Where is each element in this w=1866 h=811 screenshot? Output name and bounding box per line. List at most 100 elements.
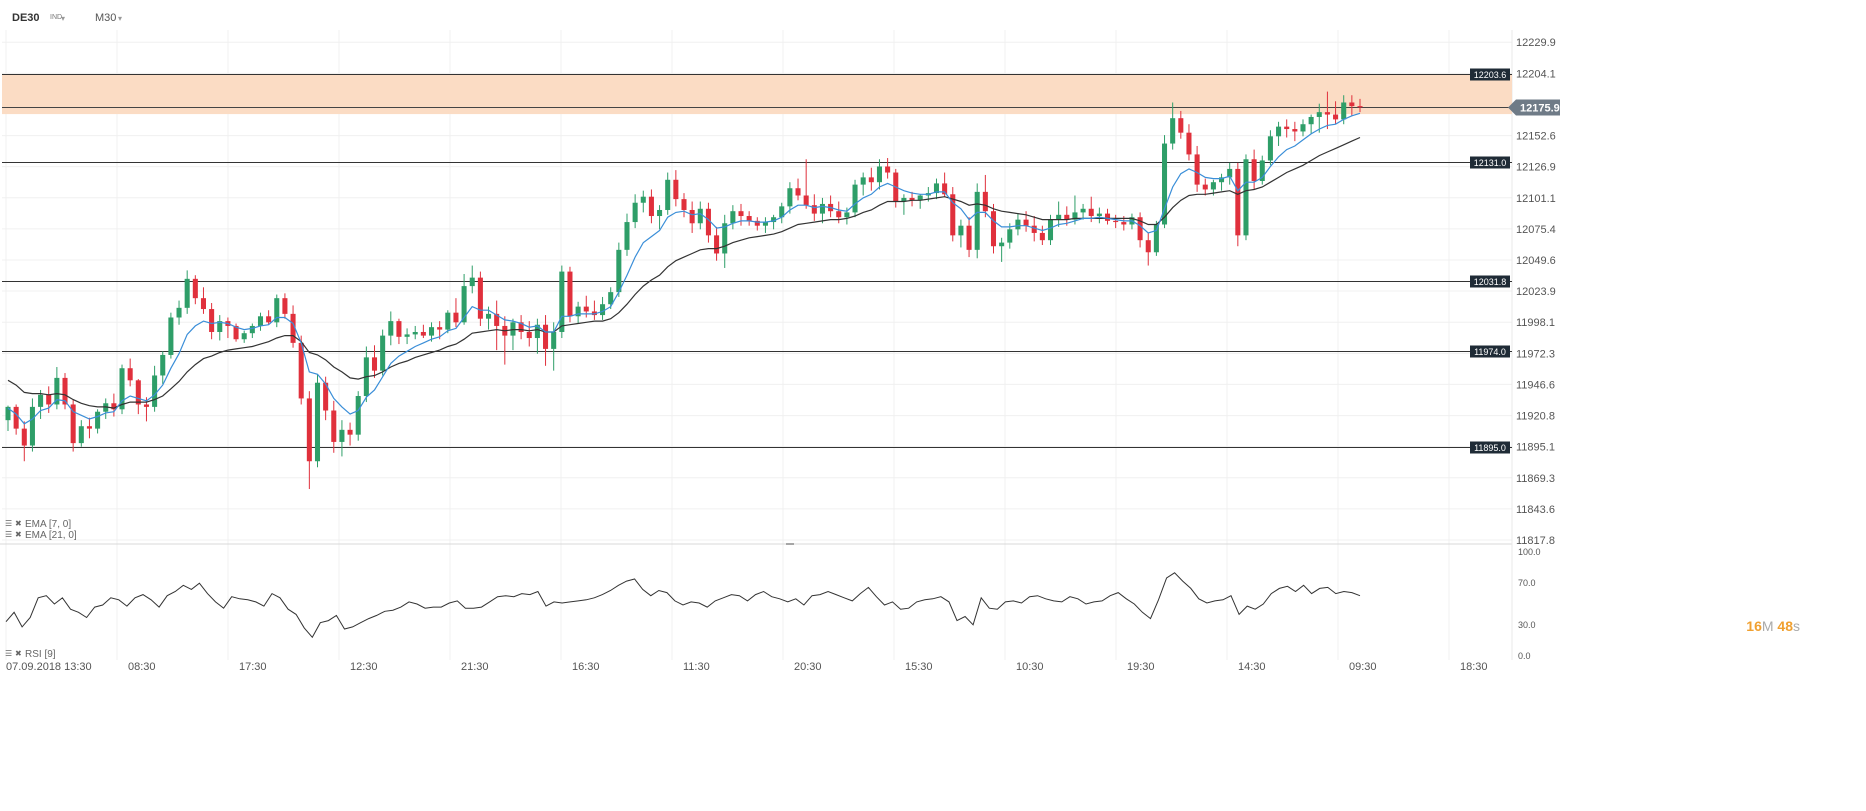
- candle-body: [13, 406, 19, 429]
- candle-body: [917, 195, 923, 201]
- candle-body: [705, 208, 711, 236]
- candle-body: [1219, 177, 1225, 183]
- candle-body: [1056, 214, 1062, 220]
- symbol-label[interactable]: DE30: [12, 12, 40, 24]
- chart-header: DE30 IND ▾ M30 ▾: [0, 0, 1866, 30]
- indicator-legend-label: EMA [21, 0]: [25, 530, 77, 541]
- candle-body: [388, 321, 394, 336]
- close-icon: ✖: [15, 519, 22, 528]
- candle-body: [1023, 219, 1029, 226]
- timer-minutes: 16: [1746, 618, 1762, 634]
- candle-body: [1113, 220, 1119, 223]
- chevron-down-icon[interactable]: ▾: [61, 14, 66, 23]
- candle-body: [885, 166, 891, 173]
- time-tick-label: 19:30: [1127, 661, 1155, 673]
- candlestick-series: [5, 91, 1363, 490]
- time-tick-label: 17:30: [239, 661, 267, 673]
- candle-body: [1333, 114, 1339, 120]
- price-tick-label: 11843.6: [1516, 504, 1555, 516]
- price-axis[interactable]: 12229.912204.112178.312152.612126.912101…: [1508, 37, 1560, 547]
- level-label-bg: [1470, 275, 1510, 288]
- price-tick-label: 11895.1: [1516, 442, 1555, 454]
- candle-body: [787, 188, 793, 207]
- candle-body: [958, 225, 964, 236]
- candle-body: [551, 331, 557, 349]
- candle-body: [241, 333, 247, 340]
- candle-countdown-timer: 16M 48s: [1746, 618, 1800, 634]
- timeframe-selector[interactable]: M30: [95, 12, 117, 24]
- time-tick-label: 18:30: [1460, 661, 1488, 673]
- candle-body: [95, 411, 101, 429]
- chevron-down-icon[interactable]: ▾: [118, 14, 123, 23]
- candle-body: [217, 321, 223, 332]
- candle-body: [1121, 222, 1127, 225]
- indicator-legend[interactable]: ☰ ✖ EMA [7, 0] ☰ ✖ EMA [21, 0]: [5, 519, 77, 541]
- candle-body: [469, 277, 475, 287]
- price-tick-label: 11869.3: [1516, 473, 1555, 485]
- current-price-badge: [1508, 99, 1560, 116]
- candle-body: [1064, 214, 1070, 220]
- price-tick-label: 12126.9: [1516, 162, 1556, 174]
- candle-body: [86, 426, 92, 429]
- rsi-panel[interactable]: 100.0 70.0 30.0 0.0 ☰ ✖ RSI [9]: [5, 547, 1541, 661]
- candle-body: [534, 324, 540, 339]
- candle-body: [730, 211, 736, 224]
- candle-body: [1251, 159, 1257, 181]
- time-tick-label: 14:30: [1238, 661, 1266, 673]
- candle-body: [966, 225, 972, 250]
- candle-body: [1039, 232, 1045, 241]
- candle-body: [176, 307, 182, 318]
- horizontal-levels[interactable]: 12203.6 12131.0 12031.8 11974.0 11895.0: [2, 68, 1512, 454]
- candle-body: [331, 410, 337, 442]
- candle-body: [876, 166, 882, 183]
- candle-body: [54, 377, 60, 405]
- candle-body: [1276, 126, 1282, 137]
- candle-body: [1104, 213, 1111, 221]
- candle-body: [714, 235, 720, 254]
- timer-seconds: 48: [1777, 618, 1793, 634]
- candle-body: [70, 404, 76, 444]
- candle-body: [1145, 240, 1151, 253]
- candle-body: [722, 223, 728, 254]
- time-tick-label: 08:30: [128, 661, 156, 673]
- time-tick-label: 09:30: [1349, 661, 1377, 673]
- candle-body: [526, 331, 532, 339]
- candle-body: [762, 222, 768, 226]
- candle-body: [1047, 219, 1054, 241]
- candle-body: [583, 306, 589, 312]
- candle-body: [192, 278, 198, 299]
- candle-body: [46, 394, 52, 405]
- candle-body: [567, 271, 573, 317]
- close-icon: ✖: [15, 649, 22, 658]
- candle-body: [518, 322, 524, 332]
- candle-body: [1341, 102, 1347, 120]
- candle-body: [347, 429, 353, 435]
- candle-body: [1088, 208, 1094, 217]
- time-tick-label: 20:30: [794, 661, 822, 673]
- close-icon: ✖: [15, 530, 22, 539]
- candle-body: [999, 242, 1005, 247]
- candle-body: [477, 277, 483, 319]
- indicator-legend-label: EMA [7, 0]: [25, 519, 71, 530]
- rsi-legend-label: RSI [9]: [25, 649, 56, 660]
- rsi-line: [5, 572, 1361, 639]
- candle-body: [1007, 229, 1013, 243]
- candle-body: [5, 406, 11, 421]
- candle-body: [274, 298, 280, 323]
- candle-body: [1137, 217, 1143, 241]
- candle-body: [339, 429, 345, 442]
- candle-body: [681, 199, 687, 210]
- candle-body: [209, 309, 215, 332]
- candle-body: [811, 205, 817, 214]
- candle-body: [852, 184, 858, 213]
- time-tick-label: 11:30: [683, 661, 710, 673]
- candle-body: [1284, 126, 1290, 130]
- candle-body: [1357, 106, 1363, 108]
- time-axis[interactable]: 07.09.2018 13:30 08:30 17:30 12:30 21:30 16:3…: [6, 661, 1488, 673]
- lines-icon: ☰: [5, 519, 12, 528]
- candle-body: [608, 292, 614, 305]
- candle-body: [1170, 118, 1176, 144]
- candle-body: [1243, 159, 1249, 236]
- candle-body: [1308, 116, 1314, 125]
